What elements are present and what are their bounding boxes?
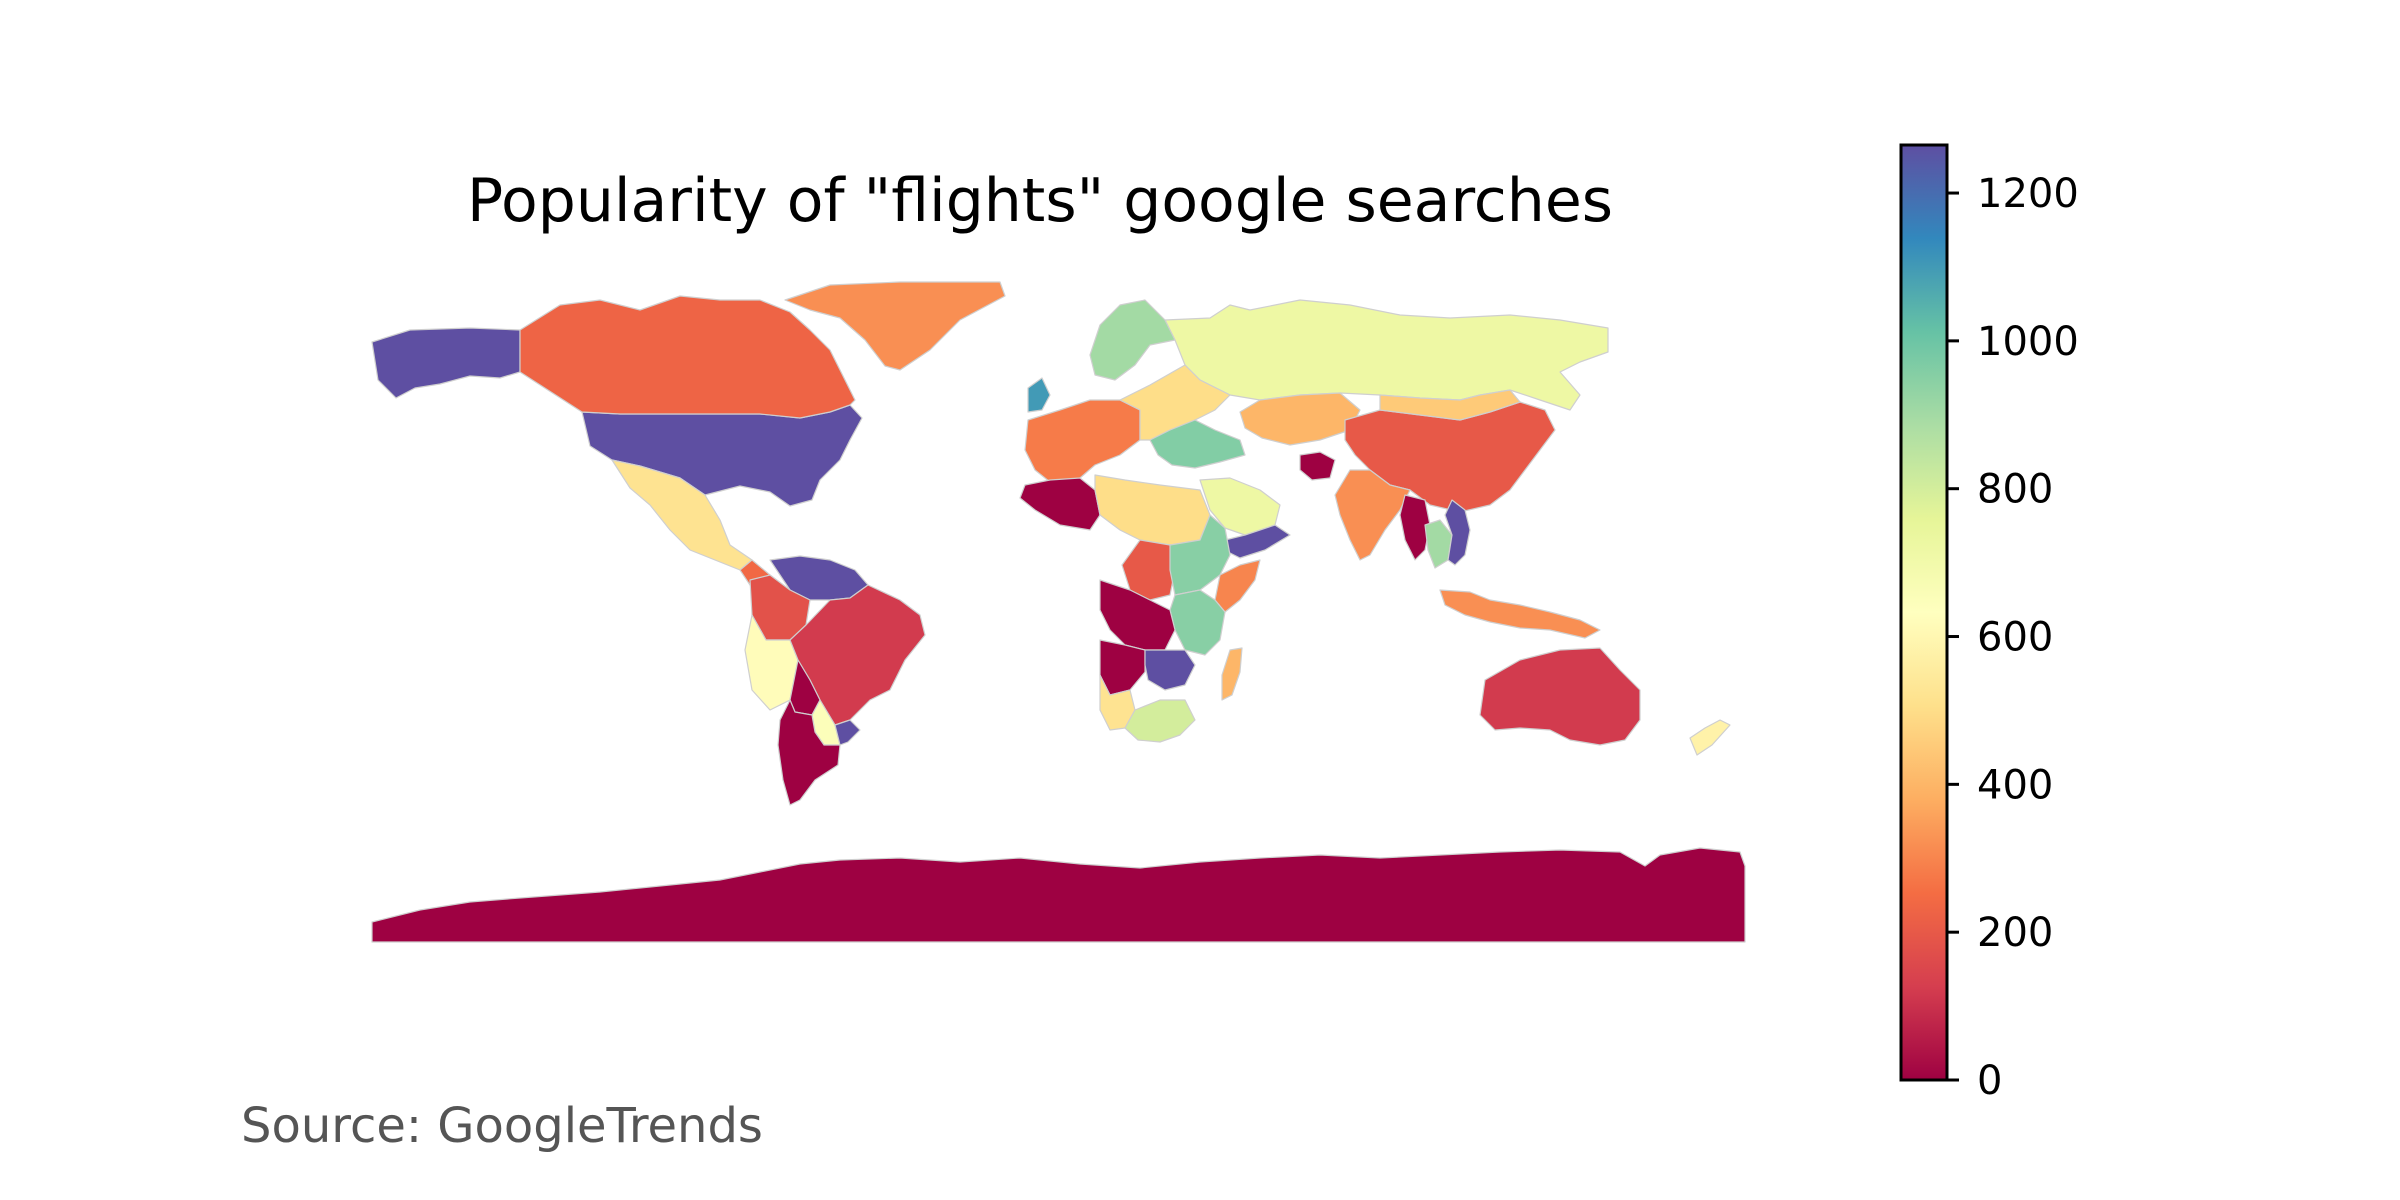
colorbar-ticks: 0 200 400 600 800 1000 1200 — [1947, 171, 2079, 1104]
region-western-europe — [1024, 399, 1141, 483]
region-greenland — [784, 281, 1006, 371]
region-alaska-us — [371, 327, 521, 399]
region-libya-egypt — [1094, 474, 1211, 546]
colorbar-tick-label: 800 — [1977, 467, 2053, 513]
colorbar-gradient — [1899, 143, 1949, 1082]
colorbar-tick-label: 0 — [1977, 1058, 2002, 1104]
region-angola — [1099, 639, 1146, 696]
region-south-africa — [1124, 699, 1196, 743]
region-myanmar — [1399, 494, 1431, 561]
region-madagascar — [1221, 647, 1243, 701]
region-indonesia — [1439, 589, 1601, 639]
region-uruguay — [834, 719, 861, 746]
colorbar-tick-label: 600 — [1977, 615, 2053, 661]
region-united-kingdom — [1027, 377, 1051, 413]
region-chile-argentina — [777, 699, 841, 806]
region-ethiopia — [1169, 514, 1231, 596]
world-map — [371, 281, 1746, 943]
region-new-zealand — [1689, 719, 1731, 756]
colorbar-tick-label: 1200 — [1977, 171, 2079, 217]
region-vietnam — [1444, 499, 1471, 566]
region-kazakhstan — [1239, 392, 1361, 446]
region-russia — [1164, 299, 1609, 411]
region-canada — [519, 295, 856, 419]
region-scandinavia — [1089, 299, 1176, 381]
region-united-states — [581, 404, 863, 507]
map-title: Popularity of "flights" google searches — [466, 166, 1613, 236]
region-india — [1334, 469, 1411, 561]
region-mongolia — [1379, 389, 1521, 421]
region-australia — [1479, 647, 1641, 746]
region-turkey — [1149, 419, 1246, 469]
colorbar-tick-label: 200 — [1977, 910, 2053, 956]
region-antarctica — [371, 847, 1746, 943]
region-thailand — [1424, 519, 1453, 569]
region-algeria — [1019, 477, 1101, 531]
colorbar-tick-label: 1000 — [1977, 319, 2079, 365]
region-afghanistan — [1299, 451, 1336, 481]
region-zambia-malawi — [1144, 649, 1196, 691]
region-eastern-europe — [1119, 364, 1231, 441]
colorbar: 0 200 400 600 800 1000 1200 — [1899, 143, 2079, 1104]
colorbar-tick-label: 400 — [1977, 762, 2053, 808]
source-note: Source: GoogleTrends — [241, 1098, 763, 1154]
